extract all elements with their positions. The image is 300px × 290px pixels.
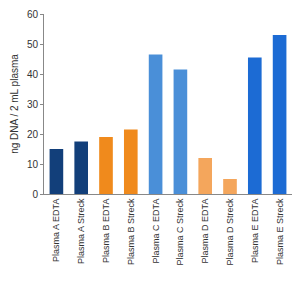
svg-text:30: 30 xyxy=(27,99,39,110)
svg-text:Plasma D EDTA: Plasma D EDTA xyxy=(200,199,210,264)
svg-text:Plasma B Streck: Plasma B Streck xyxy=(126,198,136,265)
svg-text:0: 0 xyxy=(32,189,38,200)
svg-text:50: 50 xyxy=(27,39,39,50)
svg-text:60: 60 xyxy=(27,9,39,20)
svg-text:Plasma C Streck: Plasma C Streck xyxy=(175,198,185,266)
svg-text:Plasma A Streck: Plasma A Streck xyxy=(76,198,86,264)
svg-text:Plasma E Streck: Plasma E Streck xyxy=(275,198,285,265)
svg-text:Plasma E EDTA: Plasma E EDTA xyxy=(250,199,260,263)
svg-text:40: 40 xyxy=(27,69,39,80)
svg-text:Plasma A EDTA: Plasma A EDTA xyxy=(51,199,61,262)
svg-text:10: 10 xyxy=(27,159,39,170)
svg-text:20: 20 xyxy=(27,129,39,140)
svg-text:Plasma D Streck: Plasma D Streck xyxy=(225,198,235,266)
svg-text:Plasma C EDTA: Plasma C EDTA xyxy=(151,199,161,264)
svg-text:ng DNA / 2 mL plasma: ng DNA / 2 mL plasma xyxy=(9,54,20,154)
svg-text:Plasma B EDTA: Plasma B EDTA xyxy=(101,199,111,263)
